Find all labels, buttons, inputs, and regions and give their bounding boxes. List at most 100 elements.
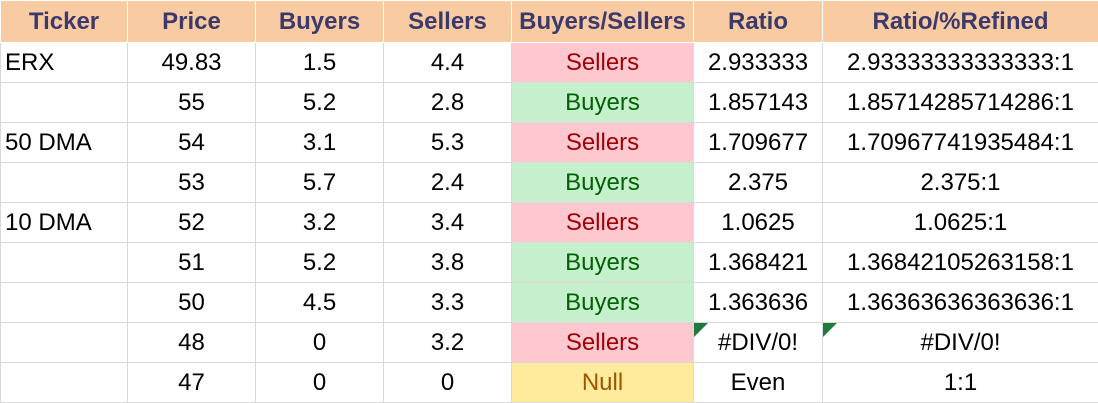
ratio-cell[interactable]: 2.375 (694, 163, 823, 203)
buyers-cell[interactable]: 3.1 (256, 123, 384, 163)
price-cell[interactable]: 52 (128, 203, 256, 243)
table-row: 48 0 3.2 Sellers #DIV/0! #DIV/0! (1, 323, 1098, 363)
sellers-cell[interactable]: 3.2 (384, 323, 512, 363)
table-body: ERX 49.83 1.5 4.4 Sellers 2.933333 2.933… (1, 43, 1098, 403)
price-cell[interactable]: 50 (128, 283, 256, 323)
buyers-cell[interactable]: 4.5 (256, 283, 384, 323)
price-cell[interactable]: 53 (128, 163, 256, 203)
error-indicator-icon[interactable] (823, 323, 837, 337)
table-row: 47 0 0 Null Even 1:1 (1, 363, 1098, 403)
ratio-refined-cell[interactable]: 2.93333333333333:1 (823, 43, 1098, 83)
buyers-sellers-cell[interactable]: Buyers (512, 163, 694, 203)
sellers-cell[interactable]: 5.3 (384, 123, 512, 163)
price-cell[interactable]: 49.83 (128, 43, 256, 83)
price-cell[interactable]: 54 (128, 123, 256, 163)
ticker-cell[interactable]: 10 DMA (1, 203, 128, 243)
ratio-cell[interactable]: 1.368421 (694, 243, 823, 283)
ticker-cell[interactable] (1, 363, 128, 403)
ratio-cell[interactable]: 2.933333 (694, 43, 823, 83)
ratio-refined-cell[interactable]: 1.0625:1 (823, 203, 1098, 243)
ratio-value: 1.0625 (721, 209, 794, 236)
ratio-refined-cell[interactable]: 1.70967741935484:1 (823, 123, 1098, 163)
ratio-value: #DIV/0! (718, 329, 798, 356)
sellers-cell[interactable]: 3.3 (384, 283, 512, 323)
ratio-refined-cell[interactable]: 1.36363636363636:1 (823, 283, 1098, 323)
buyers-cell[interactable]: 3.2 (256, 203, 384, 243)
buyers-cell[interactable]: 0 (256, 363, 384, 403)
ticker-cell[interactable] (1, 163, 128, 203)
ratio-cell[interactable]: #DIV/0! (694, 323, 823, 363)
header-sellers[interactable]: Sellers (384, 1, 512, 43)
ticker-cell[interactable] (1, 323, 128, 363)
buyers-sellers-cell[interactable]: Buyers (512, 83, 694, 123)
buyers-cell[interactable]: 1.5 (256, 43, 384, 83)
price-cell[interactable]: 55 (128, 83, 256, 123)
buyers-sellers-cell[interactable]: Buyers (512, 283, 694, 323)
table-row: 10 DMA 52 3.2 3.4 Sellers 1.0625 1.0625:… (1, 203, 1098, 243)
header-ratio-refined[interactable]: Ratio/%Refined (823, 1, 1098, 43)
ratio-value: 2.933333 (708, 49, 808, 76)
sellers-cell[interactable]: 0 (384, 363, 512, 403)
buyers-sellers-cell[interactable]: Sellers (512, 203, 694, 243)
ratio-cell[interactable]: Even (694, 363, 823, 403)
sellers-cell[interactable]: 2.8 (384, 83, 512, 123)
ratio-value: 1.363636 (708, 289, 808, 316)
ratio-refined-value: #DIV/0! (920, 329, 1000, 356)
sellers-cell[interactable]: 2.4 (384, 163, 512, 203)
ratio-cell[interactable]: 1.857143 (694, 83, 823, 123)
sellers-cell[interactable]: 3.8 (384, 243, 512, 283)
ratio-refined-value: 1.36363636363636:1 (847, 289, 1074, 316)
ratio-refined-value: 2.375:1 (920, 169, 1000, 196)
ratio-value: 2.375 (728, 169, 788, 196)
buyers-cell[interactable]: 5.7 (256, 163, 384, 203)
price-cell[interactable]: 48 (128, 323, 256, 363)
price-cell[interactable]: 47 (128, 363, 256, 403)
header-ratio[interactable]: Ratio (694, 1, 823, 43)
ratio-refined-cell[interactable]: 1.85714285714286:1 (823, 83, 1098, 123)
ratio-cell[interactable]: 1.0625 (694, 203, 823, 243)
buyers-cell[interactable]: 5.2 (256, 243, 384, 283)
ratio-cell[interactable]: 1.709677 (694, 123, 823, 163)
ratio-refined-cell[interactable]: 1.36842105263158:1 (823, 243, 1098, 283)
header-buyers[interactable]: Buyers (256, 1, 384, 43)
ratio-refined-value: 1.36842105263158:1 (847, 249, 1074, 276)
buyers-cell[interactable]: 5.2 (256, 83, 384, 123)
buyers-sellers-cell[interactable]: Sellers (512, 123, 694, 163)
ticker-cell[interactable] (1, 243, 128, 283)
ratio-refined-value: 1.85714285714286:1 (847, 89, 1074, 116)
ratio-value: 1.368421 (708, 249, 808, 276)
ratio-cell[interactable]: 1.363636 (694, 283, 823, 323)
table-row: 53 5.7 2.4 Buyers 2.375 2.375:1 (1, 163, 1098, 203)
ratio-refined-value: 1.70967741935484:1 (847, 129, 1074, 156)
buyers-sellers-cell[interactable]: Sellers (512, 323, 694, 363)
ticker-cell[interactable]: 50 DMA (1, 123, 128, 163)
header-buyers-sellers[interactable]: Buyers/Sellers (512, 1, 694, 43)
buyers-sellers-cell[interactable]: Sellers (512, 43, 694, 83)
ratio-refined-cell[interactable]: 2.375:1 (823, 163, 1098, 203)
header-price[interactable]: Price (128, 1, 256, 43)
buyers-cell[interactable]: 0 (256, 323, 384, 363)
ticker-cell[interactable]: ERX (1, 43, 128, 83)
ratio-refined-cell[interactable]: 1:1 (823, 363, 1098, 403)
table-row: ERX 49.83 1.5 4.4 Sellers 2.933333 2.933… (1, 43, 1098, 83)
ratio-refined-value: 2.93333333333333:1 (847, 49, 1074, 76)
ratio-value: 1.709677 (708, 129, 808, 156)
ratio-refined-value: 1.0625:1 (914, 209, 1007, 236)
sellers-cell[interactable]: 3.4 (384, 203, 512, 243)
table-row: 50 DMA 54 3.1 5.3 Sellers 1.709677 1.709… (1, 123, 1098, 163)
header-ticker[interactable]: Ticker (1, 1, 128, 43)
buyers-sellers-cell[interactable]: Buyers (512, 243, 694, 283)
ticker-cell[interactable] (1, 283, 128, 323)
table-row: 51 5.2 3.8 Buyers 1.368421 1.36842105263… (1, 243, 1098, 283)
sellers-cell[interactable]: 4.4 (384, 43, 512, 83)
ticker-cell[interactable] (1, 83, 128, 123)
table-row: 50 4.5 3.3 Buyers 1.363636 1.36363636363… (1, 283, 1098, 323)
table-row: 55 5.2 2.8 Buyers 1.857143 1.85714285714… (1, 83, 1098, 123)
buyers-sellers-cell[interactable]: Null (512, 363, 694, 403)
ratio-refined-cell[interactable]: #DIV/0! (823, 323, 1098, 363)
price-cell[interactable]: 51 (128, 243, 256, 283)
ratio-value: 1.857143 (708, 89, 808, 116)
ratio-refined-value: 1:1 (944, 369, 977, 396)
error-indicator-icon[interactable] (694, 323, 708, 337)
